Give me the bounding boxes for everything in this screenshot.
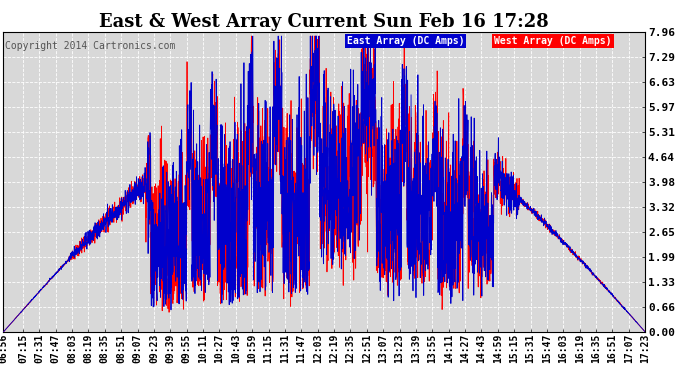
Text: Copyright 2014 Cartronics.com: Copyright 2014 Cartronics.com	[5, 41, 175, 51]
Text: West Array (DC Amps): West Array (DC Amps)	[494, 36, 612, 46]
Text: East & West Array Current Sun Feb 16 17:28: East & West Array Current Sun Feb 16 17:…	[99, 13, 549, 31]
Text: East Array (DC Amps): East Array (DC Amps)	[347, 36, 464, 46]
